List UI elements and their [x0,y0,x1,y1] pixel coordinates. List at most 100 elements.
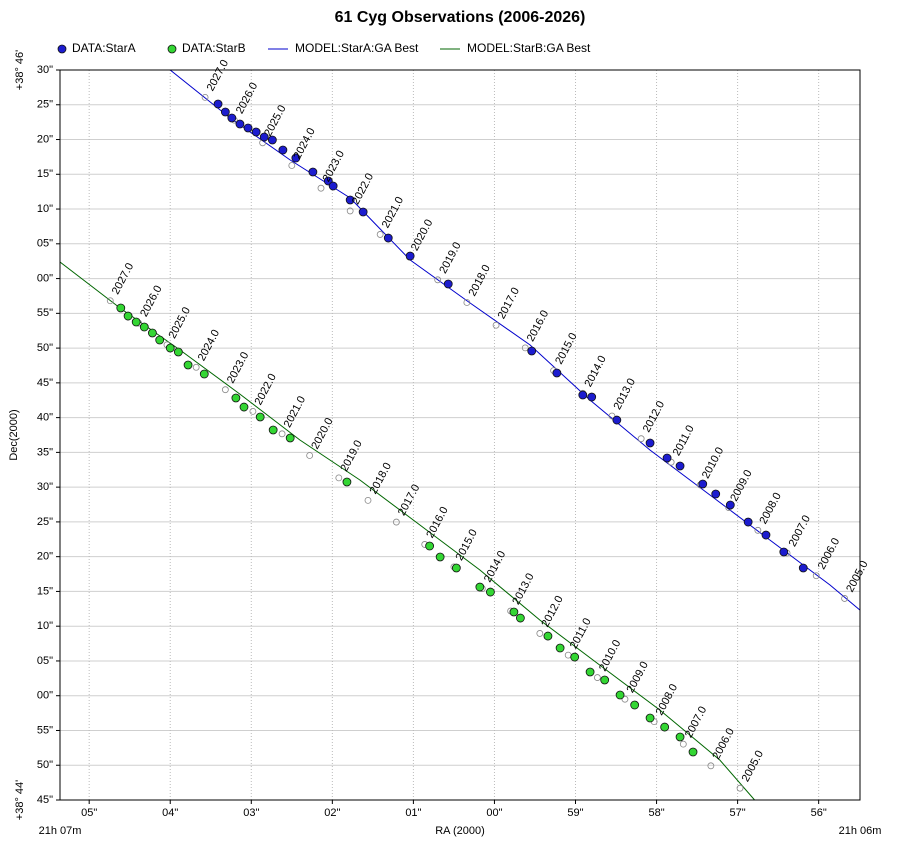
y-tick-label: 40" [37,412,53,424]
epoch-marker [288,162,296,169]
data-point [662,453,672,463]
y-tick-label: 55" [37,307,53,319]
epoch-marker [608,412,616,420]
data-point [291,153,301,163]
epoch-marker [201,93,209,101]
data-point [259,132,269,142]
epoch-marker [812,572,820,580]
y-bottom-label: +38° 44' [14,780,26,820]
data-point [345,195,355,205]
data-point [267,135,277,145]
legend-label: MODEL:StarA:GA Best [295,41,419,55]
data-point [725,500,735,510]
epoch-marker [637,435,645,443]
epoch-marker [106,297,114,305]
x-tick-label: 58" [648,807,664,819]
data-point [183,360,193,370]
x-tick-label: 04" [162,807,178,819]
legend-label: MODEL:StarB:GA Best [467,41,591,55]
x-tick-label: 57" [730,807,746,819]
data-point [383,233,393,243]
data-point [308,167,318,177]
x-right-label: 21h 06m [839,825,882,837]
y-tick-label: 20" [37,133,53,145]
epoch-marker [306,452,314,459]
data-point [688,747,698,757]
data-point [235,119,245,129]
data-point [131,317,141,327]
x-tick-label: 56" [811,807,827,819]
y-tick-label: 10" [37,203,53,215]
y-tick-label: 30" [37,64,53,76]
y-tick-label: 55" [37,724,53,736]
y-tick-label: 00" [37,690,53,702]
data-point [199,369,209,379]
y-tick-label: 45" [37,377,53,389]
epoch-marker [463,299,471,306]
data-point [698,479,708,489]
epoch-marker [754,526,762,534]
epoch-marker [521,344,529,352]
data-point [227,113,237,123]
data-point [116,303,126,313]
x-tick-label: 02" [324,807,340,819]
x-tick-label: 01" [405,807,421,819]
data-point [425,541,435,551]
data-point [645,438,655,448]
epoch-marker [434,276,442,284]
epoch-marker [621,695,629,703]
epoch-marker [536,630,544,637]
data-point [123,311,133,321]
y-tick-label: 15" [37,585,53,597]
data-point [173,347,183,357]
data-point [543,631,553,641]
x-tick-label: 00" [486,807,502,819]
x-tick-label: 59" [567,807,583,819]
data-point [630,700,640,710]
epoch-marker [376,231,384,238]
data-point [600,675,610,685]
x-left-label: 21h 07m [39,825,82,837]
data-point [139,322,149,332]
epoch-marker [221,386,229,394]
plot-area [60,70,860,800]
data-point [328,181,338,191]
data-point [405,251,415,261]
legend-marker [57,44,67,54]
data-point [285,433,295,443]
data-point [587,392,597,402]
x-axis-label: RA (2000) [435,825,485,837]
epoch-marker [278,430,286,438]
epoch-marker [707,762,715,770]
legend-label: DATA:StarB [182,41,246,55]
data-point [148,328,157,338]
y-tick-label: 45" [37,794,53,806]
y-tick-label: 50" [37,759,53,771]
data-point [485,587,495,597]
data-point [555,643,565,653]
data-point [711,489,721,499]
y-tick-label: 50" [37,342,53,354]
data-point [220,107,230,117]
y-tick-label: 25" [37,516,53,528]
data-point [342,477,352,487]
data-point [645,713,655,723]
y-tick-label: 25" [37,99,53,111]
data-point [213,99,223,109]
data-point [358,207,368,217]
data-point [570,652,580,662]
data-point [743,517,753,527]
y-top-label: +38° 46' [14,50,26,90]
epoch-marker [346,207,354,215]
plot-frame [59,69,861,801]
epoch-marker [364,496,372,504]
x-tick-label: 05" [81,807,97,819]
data-point [278,145,288,155]
data-point [443,279,453,289]
epoch-marker [492,321,500,329]
epoch-marker [317,184,325,192]
epoch-marker [335,474,343,482]
y-axis-label: Dec(2000) [8,409,20,460]
epoch-marker [593,674,601,681]
